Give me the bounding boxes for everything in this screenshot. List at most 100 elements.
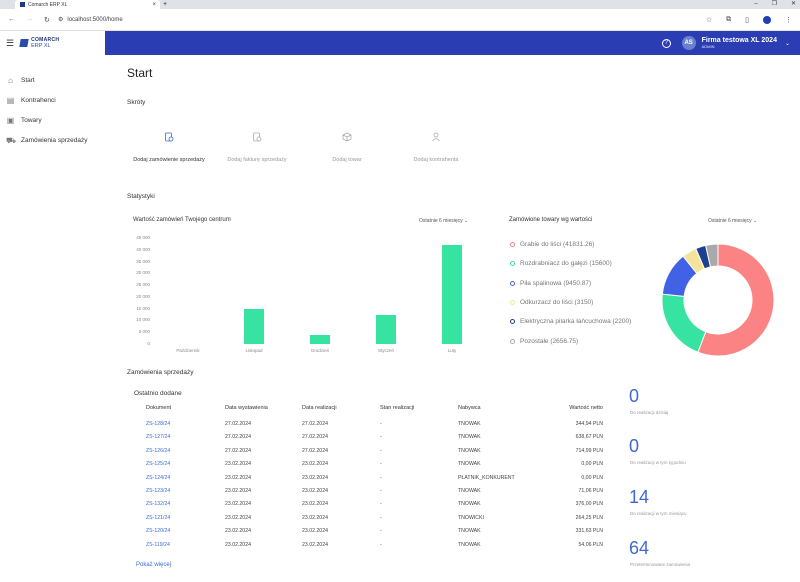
close-tab-icon[interactable]: ×: [152, 1, 156, 8]
y-tick-label: 30 000: [136, 270, 150, 276]
donut-chart: [661, 243, 775, 357]
summary-label: Do realizacji w tym tygodniu: [630, 460, 686, 465]
legend-label: Elektryczna pilarka łańcuchowa (2200): [520, 318, 632, 326]
profile-icon[interactable]: [763, 15, 771, 24]
site-info-icon[interactable]: ⚙: [58, 17, 64, 23]
document-link[interactable]: ZS-119/24: [146, 541, 170, 548]
sidebar-item-label: Kontrahenci: [21, 96, 56, 104]
column-header[interactable]: Data realizacji: [302, 405, 337, 411]
legend-dot-icon: [510, 261, 515, 267]
summary-value[interactable]: 0: [629, 386, 640, 406]
sidebar-item-start[interactable]: ⌂ Start: [0, 70, 105, 90]
table-cell: TNOWAK: [458, 447, 481, 454]
url-field[interactable]: localhost:5000/home: [67, 16, 123, 23]
table-cell: -: [380, 461, 382, 468]
bar[interactable]: [244, 308, 264, 344]
donut-slice[interactable]: [697, 243, 775, 357]
document-link[interactable]: ZS-124/24: [146, 474, 171, 481]
bar[interactable]: [442, 245, 462, 344]
bar[interactable]: [376, 314, 396, 344]
shortcuts-title: Skróty: [127, 99, 146, 106]
document-link[interactable]: ZS-121/24: [146, 514, 171, 521]
table-cell: 23.02.2024: [225, 528, 251, 535]
document-link[interactable]: ZS-120/24: [146, 528, 171, 535]
bar-chart-period-dropdown[interactable]: Ostatnie 6 miesięcy ⌄: [419, 218, 468, 224]
summary-value[interactable]: 14: [629, 487, 650, 507]
column-header[interactable]: Nabywca: [458, 405, 481, 411]
browser-tab[interactable]: Comarch ERP XL ×: [15, 0, 160, 9]
browser-menu-icon[interactable]: ⋮: [785, 16, 792, 24]
logo-line1: COMARCH: [31, 37, 60, 43]
pie-chart-period-dropdown[interactable]: Ostatnie 6 miesięcy ⌄: [708, 218, 757, 224]
x-tick-label: Luty: [447, 348, 457, 353]
extensions-icon[interactable]: ⧉: [726, 15, 732, 23]
donut-slice[interactable]: [705, 243, 719, 268]
legend-item[interactable]: Elektryczna pilarka łańcuchowa (2200): [510, 318, 631, 325]
legend-item[interactable]: Rozdrabniacz do gałęzi (15600): [510, 260, 612, 267]
summary-label: Do realizacji w tym miesiącu: [630, 511, 687, 516]
period-label: Ostatnie 6 miesięcy: [708, 218, 752, 224]
legend-label: Odkurzacz do liści (3150): [520, 298, 594, 306]
back-icon[interactable]: ←: [8, 15, 15, 23]
summary-value[interactable]: 0: [629, 436, 640, 456]
legend-dot-icon: [510, 242, 515, 247]
document-link[interactable]: ZS-125/24: [146, 461, 171, 468]
y-tick-label: 25 000: [136, 282, 150, 288]
table-cell: 23.02.2024: [225, 488, 251, 494]
y-tick-label: 15 000: [136, 305, 150, 311]
reload-icon[interactable]: ↻: [44, 16, 50, 24]
company-selector[interactable]: Firma testowa XL 2024 ADMIN: [702, 37, 777, 49]
table-cell: 0,00 PLN: [581, 474, 603, 481]
legend-item[interactable]: Piła spalinowa (9450.87): [510, 280, 591, 287]
logo-line2: ERP XL: [31, 43, 51, 49]
legend-label: Rozdrabniacz do gałęzi (15600): [520, 260, 612, 268]
donut-slice[interactable]: [661, 293, 707, 353]
chevron-down-icon[interactable]: ⌄: [784, 40, 790, 47]
document-link[interactable]: ZS-132/24: [146, 501, 171, 508]
sidebar-item-towary[interactable]: ▣ Towary: [0, 110, 105, 130]
legend-item[interactable]: Pozostałe (2656.75): [510, 338, 578, 345]
sidebar: ⌂ Start ▤ Kontrahenci ▣ Towary ⛟ Zamówie…: [0, 70, 105, 150]
document-link[interactable]: ZS-127/24: [146, 434, 171, 441]
app-logo[interactable]: COMARCH ERP XL: [19, 37, 60, 49]
bookmark-star-icon[interactable]: ☆: [705, 16, 713, 24]
add-product-icon: [342, 132, 352, 142]
legend-dot-icon: [510, 319, 515, 325]
x-tick-label: Listopad: [245, 348, 263, 353]
restore-icon[interactable]: ❐: [771, 1, 777, 7]
table-cell: 23.02.2024: [225, 501, 251, 508]
x-tick-label: Styczeń: [377, 348, 394, 353]
avatar[interactable]: AS: [681, 36, 696, 50]
summary-value[interactable]: 64: [629, 538, 650, 558]
add-invoice-icon: [253, 132, 262, 142]
legend-label: Piła spalinowa (9450.87): [520, 279, 592, 287]
column-header[interactable]: Data wystawienia: [225, 405, 268, 411]
column-header[interactable]: Stan realizacji: [380, 405, 415, 411]
new-tab-icon[interactable]: +: [163, 1, 168, 8]
bar[interactable]: [310, 334, 330, 344]
minimize-icon[interactable]: –: [754, 1, 758, 7]
sidebar-item-kontrahenci[interactable]: ▤ Kontrahenci: [0, 90, 105, 110]
close-window-icon[interactable]: ✕: [790, 1, 796, 7]
menu-icon[interactable]: ☰: [6, 37, 15, 48]
forward-icon[interactable]: →: [26, 15, 33, 23]
document-link[interactable]: ZS-123/24: [146, 488, 171, 494]
table-cell: 714,99 PLN: [575, 447, 603, 454]
table-cell: -: [380, 488, 382, 494]
show-more-link[interactable]: Pokaż więcej: [136, 562, 172, 568]
shortcut-add-product[interactable]: Dodaj towar: [302, 132, 392, 164]
column-header[interactable]: Dokument: [146, 405, 172, 411]
shortcut-add-contractor[interactable]: Dodaj kontrahenta: [391, 132, 481, 164]
chevron-down-icon: ⌄: [464, 218, 469, 224]
table-cell: 264,25 PLN: [575, 514, 603, 521]
shortcut-add-invoice[interactable]: Dodaj fakturę sprzedaży: [212, 132, 302, 164]
document-link[interactable]: ZS-128/24: [146, 421, 171, 427]
legend-item[interactable]: Odkurzacz do liści (3150): [510, 299, 593, 306]
column-header[interactable]: Wartość netto: [569, 405, 603, 411]
document-link[interactable]: ZS-126/24: [146, 447, 171, 454]
shortcut-add-order[interactable]: Dodaj zamówienie sprzedaży: [124, 132, 214, 164]
sidebar-item-zamowienia[interactable]: ⛟ Zamówienia sprzedaży: [0, 130, 105, 150]
legend-item[interactable]: Grabie do liści (41831.26): [510, 241, 594, 248]
help-icon[interactable]: ?: [661, 38, 671, 48]
sidepanel-icon[interactable]: ▯: [745, 16, 749, 24]
